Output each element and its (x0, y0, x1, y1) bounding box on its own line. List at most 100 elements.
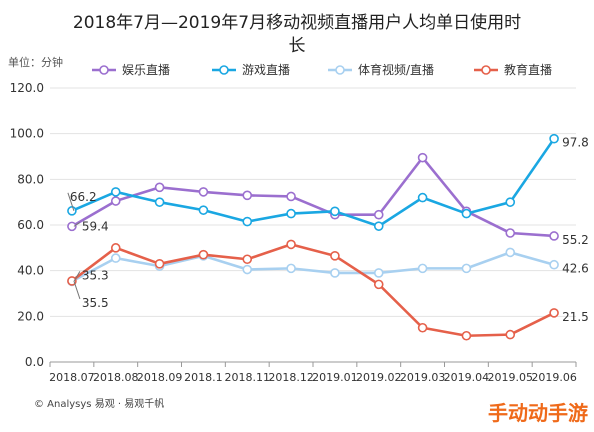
data-point (242, 254, 253, 265)
chart-title-line1: 2018年7月—2019年7月移动视频直播用户人均单日使用时 (73, 12, 521, 33)
legend-label: 游戏直播 (242, 63, 290, 77)
data-point (373, 279, 384, 290)
label-leader (73, 221, 81, 227)
data-label: 59.4 (82, 219, 109, 233)
series-group (67, 133, 559, 341)
data-labels: 66.2 59.4 35.3 35.5 97.8 55.2 42.6 21.5 (67, 136, 589, 324)
x-tick-label: 2018.1 (184, 371, 223, 384)
data-point (286, 191, 296, 202)
data-label: 21.5 (562, 310, 589, 324)
legend-swatch-marker (219, 65, 229, 75)
series-line (71, 243, 555, 338)
data-point (373, 209, 384, 220)
data-label: 97.8 (562, 136, 589, 150)
data-point (110, 196, 121, 206)
data-point (242, 264, 253, 275)
data-point (110, 187, 121, 197)
y-tick-label: 120.0 (10, 81, 44, 95)
grid (50, 87, 576, 363)
x-tick-label: 2019.04 (444, 371, 490, 384)
data-label: 55.2 (562, 233, 589, 247)
x-tick-label: 2018.09 (137, 371, 183, 384)
data-point (242, 190, 253, 201)
data-point (154, 182, 165, 193)
series-line (71, 156, 555, 238)
x-tick-label: 2018.07 (49, 371, 95, 384)
data-point (417, 152, 428, 163)
data-point (330, 206, 340, 217)
data-point (461, 330, 472, 341)
data-point (198, 249, 209, 260)
data-point (67, 206, 77, 216)
footer-source: © Analysys 易观 · 易观千帆 (34, 397, 164, 410)
data-label: 66.2 (70, 190, 97, 204)
data-point (505, 228, 516, 238)
unit-label: 单位：分钟 (8, 55, 63, 69)
x-tick-label: 2019.02 (356, 371, 402, 384)
data-point (330, 268, 340, 278)
data-point (286, 239, 296, 250)
series-line (71, 137, 556, 228)
legend-label: 教育直播 (504, 62, 552, 77)
series-1 (67, 152, 559, 241)
data-point (198, 187, 209, 197)
legend-swatch-marker (99, 65, 109, 75)
data-point (417, 263, 428, 274)
y-tick-label: 100.0 (10, 127, 44, 141)
data-point (198, 205, 209, 215)
legend-label: 娱乐直播 (122, 63, 170, 77)
x-tick-label: 2019.03 (400, 371, 446, 384)
label-leader (73, 271, 81, 282)
corner-watermark: 手动动手游 (488, 401, 588, 425)
legend-swatch-marker (481, 65, 491, 75)
data-point (373, 268, 384, 278)
data-point (242, 216, 253, 227)
data-point (505, 247, 516, 258)
data-label: 35.5 (82, 296, 109, 310)
y-tick-label: 80.0 (17, 172, 44, 186)
data-point (154, 259, 165, 269)
label-leader (67, 192, 75, 212)
x-tick-label: 2018.12 (268, 371, 314, 384)
y-tick-label: 40.0 (17, 264, 44, 278)
x-tick-label: 2018.11 (225, 371, 271, 384)
legend-swatch-marker (335, 65, 345, 75)
data-point (67, 276, 77, 286)
data-point (549, 259, 559, 270)
data-point (373, 221, 384, 231)
data-point (67, 221, 77, 232)
y-tick-label: 20.0 (17, 309, 44, 323)
data-point (417, 192, 428, 203)
data-point (286, 263, 296, 274)
x-tick-label: 2019.01 (312, 371, 358, 384)
y-tick-label: 60.0 (17, 218, 44, 232)
legend-label: 体育视频/直播 (358, 62, 434, 77)
data-point (154, 197, 165, 207)
data-point (461, 208, 472, 219)
data-label: 42.6 (562, 262, 589, 276)
data-point (549, 308, 559, 318)
data-point (505, 329, 516, 340)
data-point (110, 253, 121, 263)
series-4 (67, 239, 559, 341)
data-point (330, 251, 340, 261)
data-label: 35.3 (82, 268, 109, 282)
label-leader (73, 280, 81, 300)
data-point (110, 243, 121, 253)
data-point (461, 263, 472, 274)
chart-title-line2: 长 (289, 36, 306, 56)
x-tick-label: 2018.08 (93, 371, 139, 384)
data-point (549, 133, 559, 144)
x-tick-label: 2019.05 (488, 371, 534, 384)
x-tick-label: 2019.06 (531, 371, 577, 384)
y-tick-label: 0.0 (25, 355, 44, 369)
series-2 (67, 133, 559, 231)
series-line (71, 251, 555, 283)
data-point (286, 208, 296, 219)
data-point (417, 322, 428, 333)
data-point (549, 231, 559, 241)
y-axis: 0.0 20.0 40.0 60.0 80.0 100.0 120.0 (10, 81, 44, 369)
legend: 娱乐直播 游戏直播 体育视频/直播 教育直播 (92, 62, 552, 77)
